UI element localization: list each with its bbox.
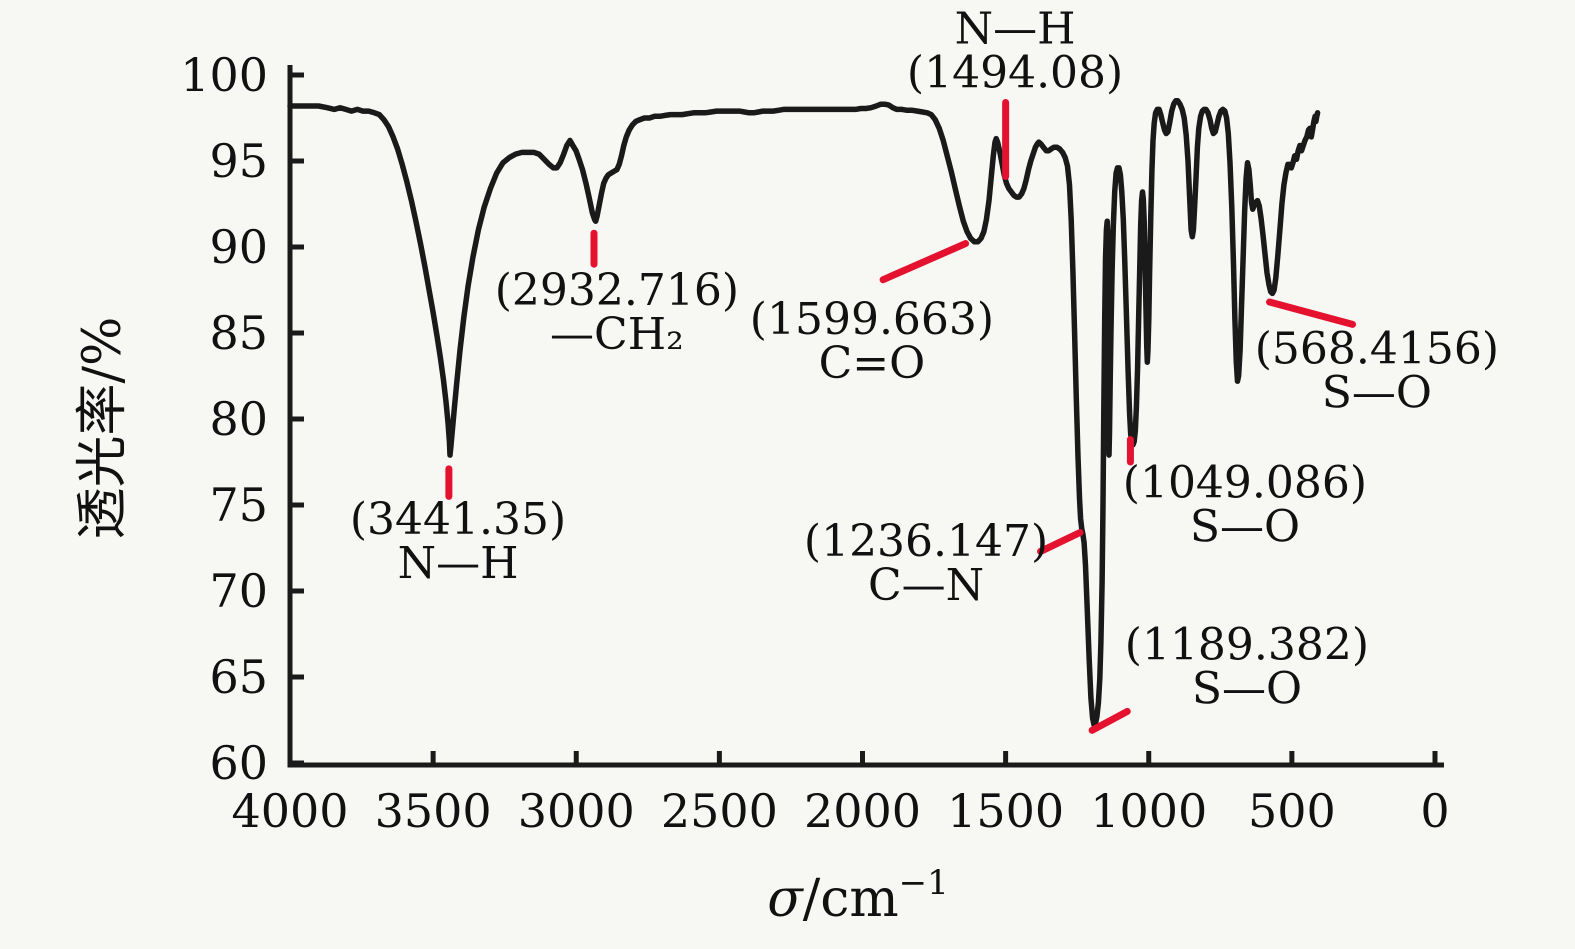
y-tick-label: 90: [209, 220, 268, 274]
y-tick-label: 60: [209, 736, 268, 790]
peak-2932-label-line2: —CH₂: [550, 309, 684, 360]
peak-1189-marker: [1088, 707, 1131, 734]
peak-1236-label-line1: (1236.147): [804, 516, 1048, 567]
x-tick-label: 1500: [947, 784, 1064, 838]
peak-1236-marker: [1037, 529, 1084, 555]
peak-1599-label-line1: (1599.663): [750, 294, 994, 345]
peak-1494-label-line1: N—H: [955, 4, 1076, 55]
peak-568-label-line1: (568.4156): [1255, 323, 1499, 374]
x-tick-label: 2500: [661, 784, 778, 838]
peak-3441-label-line2: N—H: [398, 538, 519, 589]
peak-2932-label-line1: (2932.716): [495, 265, 739, 316]
x-tick-label: 3000: [518, 784, 635, 838]
peak-1189-label-line2: S—O: [1192, 663, 1302, 714]
y-tick-label: 95: [209, 134, 268, 188]
peak-1236-label-line2: C—N: [868, 560, 984, 611]
peak-markers-group: [445, 99, 1357, 734]
y-tick-label: 65: [209, 650, 268, 704]
x-axis-title: σ/cm−1: [767, 863, 949, 929]
peak-1049-label-line2: S—O: [1190, 502, 1300, 553]
x-tick-label: 0: [1420, 784, 1449, 838]
peak-1599-label-line2: C=O: [819, 338, 926, 389]
x-tick-label: 4000: [231, 784, 348, 838]
y-tick-label: 85: [209, 306, 268, 360]
x-tick-label: 2000: [804, 784, 921, 838]
peak-3441-label-line1: (3441.35): [350, 494, 566, 545]
y-tick-label: 70: [209, 564, 268, 618]
y-tick-label: 75: [209, 478, 268, 532]
spectrum-curve: [287, 98, 1321, 728]
y-tick-label: 80: [209, 392, 268, 446]
x-tick-label: 500: [1248, 784, 1336, 838]
peak-1494-label-line2: (1494.08): [907, 48, 1123, 99]
peak-568-label-line2: S—O: [1322, 367, 1432, 418]
peak-1049-label-line1: (1049.086): [1123, 458, 1367, 509]
peak-568-marker: [1266, 298, 1357, 328]
peak-annotations-group: (3441.35)N—H(2932.716)—CH₂ (1599.663)C=ON…: [350, 4, 1499, 715]
peak-1599-marker: [879, 240, 970, 284]
curve-group: [287, 98, 1321, 728]
y-axis-title: 透光率/%: [73, 317, 133, 540]
peak-1189-label-line1: (1189.382): [1125, 619, 1369, 670]
y-tick-label: 100: [180, 48, 268, 102]
x-tick-label: 3500: [375, 784, 492, 838]
x-tick-label: 1000: [1090, 784, 1207, 838]
